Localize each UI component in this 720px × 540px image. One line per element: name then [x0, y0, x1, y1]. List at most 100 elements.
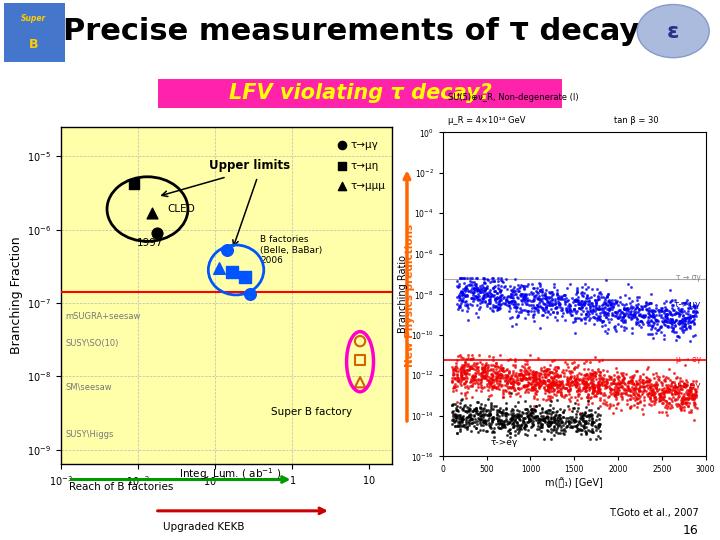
Point: [449, 382, 460, 391]
Point: [546, 301, 558, 309]
Point: [507, 409, 518, 417]
Point: [477, 288, 489, 296]
Point: [521, 299, 532, 308]
Point: [553, 380, 564, 389]
Point: [470, 292, 482, 300]
Point: [508, 288, 519, 296]
Point: [451, 356, 463, 364]
Point: [452, 367, 464, 375]
Point: [539, 418, 550, 427]
Point: [659, 307, 670, 315]
Point: [647, 330, 658, 339]
Point: [647, 387, 658, 395]
Point: [638, 382, 649, 390]
Point: [678, 403, 689, 411]
Point: [492, 416, 504, 424]
Point: [460, 377, 472, 386]
Point: [480, 407, 492, 415]
Point: [479, 367, 490, 376]
Point: [475, 369, 487, 377]
Point: [526, 280, 538, 288]
Point: [464, 403, 475, 412]
Point: [690, 312, 701, 321]
Point: [670, 387, 681, 396]
Point: [664, 308, 675, 316]
Point: [578, 314, 590, 322]
Point: [507, 376, 518, 385]
Point: [637, 409, 649, 418]
Point: [454, 403, 466, 411]
Point: [630, 319, 642, 328]
Point: [516, 290, 528, 299]
Point: [563, 307, 575, 315]
Point: [508, 287, 520, 295]
Point: [582, 308, 594, 316]
Point: [529, 373, 541, 381]
Point: [494, 384, 505, 393]
Point: [129, 180, 140, 188]
Point: [551, 381, 562, 389]
Point: [688, 303, 700, 312]
Point: [553, 294, 564, 302]
Point: [554, 411, 566, 420]
Point: [575, 315, 587, 323]
Point: [213, 264, 225, 272]
Point: [638, 383, 649, 391]
Point: [563, 417, 575, 426]
Point: [541, 302, 552, 311]
Point: [623, 383, 634, 392]
Point: [531, 290, 542, 299]
Point: [518, 417, 530, 426]
Point: [526, 373, 537, 382]
Point: [566, 368, 577, 376]
Point: [456, 373, 468, 382]
Point: [513, 294, 524, 302]
Point: [615, 322, 626, 330]
Point: [490, 413, 502, 422]
Point: [577, 376, 588, 384]
Point: [613, 372, 624, 380]
Point: [463, 366, 474, 374]
Point: [669, 389, 680, 398]
Point: [626, 312, 637, 321]
Point: [598, 374, 609, 383]
Point: [522, 307, 534, 316]
Point: [539, 408, 551, 417]
Point: [464, 365, 475, 374]
Point: [543, 420, 554, 429]
Point: [559, 291, 570, 300]
Point: [571, 410, 582, 418]
Point: [553, 301, 564, 309]
Point: [607, 401, 618, 409]
Point: [667, 393, 679, 401]
Point: [622, 304, 634, 313]
Point: [538, 311, 549, 320]
Point: [564, 302, 576, 310]
Point: [688, 394, 700, 403]
Point: [633, 386, 644, 394]
Point: [583, 386, 595, 394]
Point: [647, 370, 659, 379]
Point: [513, 384, 524, 393]
Point: [635, 387, 647, 395]
Point: [485, 420, 497, 428]
Point: [459, 292, 471, 300]
Point: [539, 384, 550, 393]
Point: [613, 380, 625, 388]
Point: [611, 389, 622, 398]
Point: [649, 388, 660, 396]
Point: [542, 387, 554, 395]
Point: [593, 313, 604, 322]
Point: [483, 421, 495, 430]
Point: [460, 394, 472, 403]
Point: [451, 410, 463, 419]
Point: [494, 285, 505, 293]
Point: [552, 421, 563, 430]
Point: [464, 416, 475, 424]
Text: CLEO: CLEO: [168, 204, 195, 214]
Point: [590, 382, 601, 391]
Point: [451, 373, 463, 382]
Point: [530, 380, 541, 389]
Point: [451, 406, 462, 415]
Point: [644, 299, 656, 307]
